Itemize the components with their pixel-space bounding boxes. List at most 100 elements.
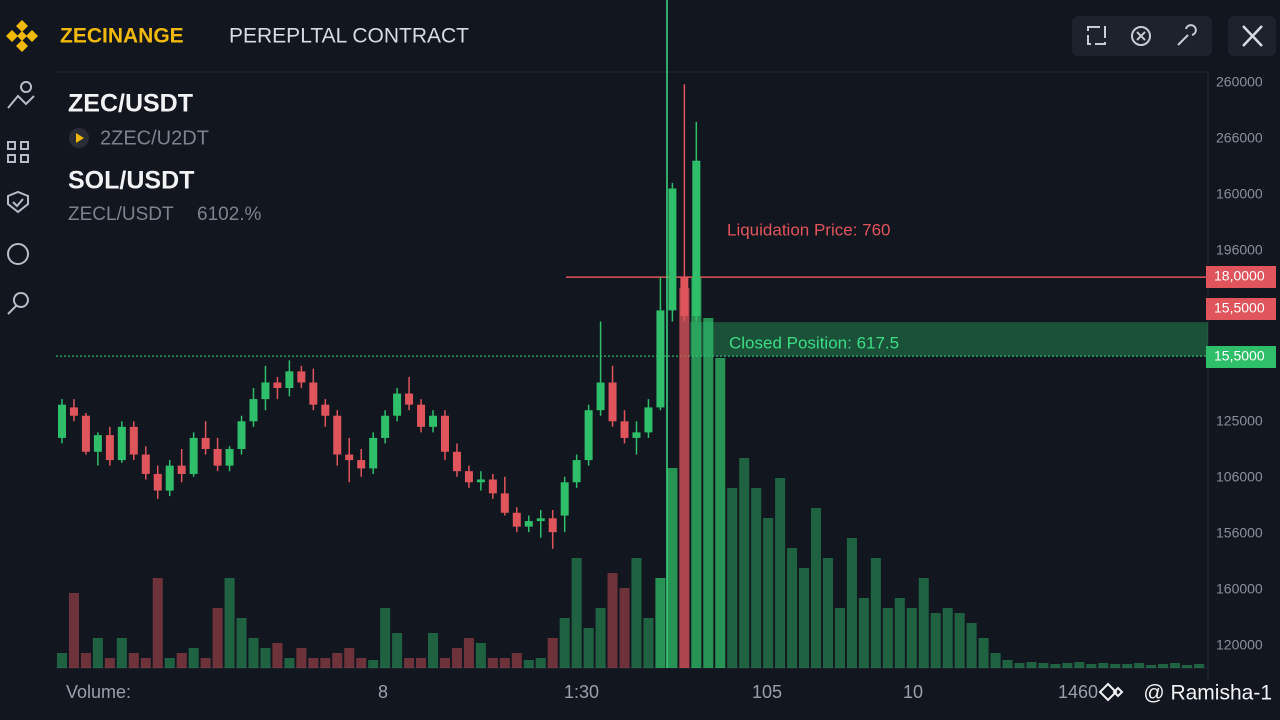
volume-bar bbox=[822, 558, 834, 668]
price-tag bbox=[1206, 266, 1276, 288]
volume-bar bbox=[224, 578, 235, 668]
volume-bar bbox=[308, 658, 319, 668]
candle-body bbox=[405, 393, 414, 405]
brand: ZECINANGE bbox=[60, 25, 184, 48]
candle-body bbox=[608, 382, 617, 422]
candle-body bbox=[297, 371, 306, 383]
candle-body bbox=[201, 437, 210, 450]
volume-bar bbox=[164, 658, 175, 668]
volume-bar bbox=[392, 633, 403, 668]
volume-bar bbox=[128, 653, 139, 668]
volume-bar bbox=[858, 598, 869, 668]
sidebar-chart[interactable] bbox=[7, 81, 35, 109]
volume-bar bbox=[380, 608, 391, 668]
price-tag-label: 15,5000 bbox=[1214, 300, 1265, 316]
volume-bar bbox=[703, 318, 714, 668]
volume-bar bbox=[1002, 660, 1013, 668]
pair-change: 6102.% bbox=[197, 204, 262, 225]
volume-bar bbox=[272, 643, 283, 668]
volume-bar bbox=[487, 658, 498, 668]
volume-bar bbox=[140, 658, 151, 668]
candle-body bbox=[548, 518, 557, 533]
volume-bar bbox=[523, 660, 534, 668]
price-label: 260000 bbox=[1216, 74, 1263, 90]
volume-bar bbox=[511, 653, 522, 668]
price-tag-label: 15,5000 bbox=[1214, 348, 1265, 364]
candle-body bbox=[500, 493, 509, 513]
candle-body bbox=[237, 421, 246, 450]
x-label: 8 bbox=[378, 682, 388, 702]
annotation: Closed Position: 617.5 bbox=[729, 334, 899, 353]
candle-body bbox=[321, 404, 330, 416]
volume-bar bbox=[966, 623, 977, 668]
price-label: 266000 bbox=[1216, 130, 1263, 146]
tool-button[interactable] bbox=[1177, 24, 1197, 46]
volume-bar bbox=[870, 558, 881, 668]
volume-bar bbox=[930, 613, 941, 668]
x-label: 1460 bbox=[1058, 682, 1098, 702]
candle-body bbox=[644, 407, 653, 433]
x-label: Volume: bbox=[66, 682, 131, 702]
candle-body bbox=[141, 454, 150, 474]
volume-bar bbox=[559, 618, 570, 668]
volume-bar bbox=[799, 568, 810, 668]
volume-bar bbox=[547, 638, 558, 668]
volume-bar bbox=[68, 593, 79, 668]
volume-bar bbox=[787, 548, 798, 668]
volume-bar bbox=[1122, 664, 1133, 668]
candle-body bbox=[429, 415, 438, 427]
volume-bar bbox=[92, 638, 103, 668]
volume-bar bbox=[475, 643, 486, 668]
volume-bar bbox=[1146, 665, 1157, 668]
volume-bar bbox=[416, 658, 427, 668]
candle-body bbox=[249, 399, 258, 422]
volume-bar bbox=[810, 508, 822, 668]
sidebar-apps[interactable] bbox=[7, 141, 29, 163]
logo bbox=[6, 20, 38, 52]
volume-bar bbox=[463, 638, 474, 668]
pair[interactable]: SOL/USDT bbox=[68, 167, 194, 195]
price-label: 196000 bbox=[1216, 242, 1263, 258]
volume-bar bbox=[583, 628, 594, 668]
volume-bar bbox=[1086, 664, 1097, 668]
volume-bar bbox=[990, 653, 1001, 668]
candle-body bbox=[488, 479, 497, 494]
sidebar-search[interactable] bbox=[7, 292, 29, 315]
volume-bar bbox=[595, 608, 606, 668]
volume-bar bbox=[691, 278, 702, 668]
price-label: 120000 bbox=[1216, 637, 1263, 653]
cancel-button[interactable] bbox=[1131, 26, 1151, 46]
volume-bar bbox=[631, 558, 642, 668]
volume-bar bbox=[1038, 663, 1049, 668]
volume-bar bbox=[1170, 663, 1181, 668]
candle-body bbox=[596, 382, 605, 411]
volume-bar bbox=[1026, 662, 1037, 668]
play-icon bbox=[76, 133, 84, 143]
candle-body bbox=[369, 437, 378, 469]
plot bbox=[56, 0, 1208, 668]
candle-body bbox=[165, 465, 174, 491]
cancel-icon bbox=[1136, 31, 1146, 41]
volume-bar bbox=[751, 488, 762, 668]
candle-body bbox=[357, 460, 366, 469]
pair[interactable]: ZEC/USDT bbox=[68, 90, 193, 118]
volume-bar bbox=[775, 478, 786, 668]
fullscreen-button[interactable] bbox=[1087, 26, 1106, 45]
volume-bar bbox=[320, 658, 331, 668]
volume-bar bbox=[188, 648, 199, 668]
candle-body bbox=[572, 460, 581, 483]
volume-bar bbox=[619, 588, 630, 668]
candle-body bbox=[381, 415, 390, 438]
sidebar-shield[interactable] bbox=[7, 190, 29, 214]
candle-body bbox=[93, 435, 102, 452]
candle-body bbox=[117, 426, 126, 461]
volume-bar bbox=[715, 358, 726, 668]
volume-bar bbox=[667, 468, 678, 668]
volume-bar bbox=[1158, 664, 1169, 668]
price-label: 106000 bbox=[1216, 469, 1263, 485]
x-label: 105 bbox=[752, 682, 782, 702]
sidebar-target[interactable] bbox=[7, 243, 29, 265]
candle-body bbox=[333, 415, 342, 455]
